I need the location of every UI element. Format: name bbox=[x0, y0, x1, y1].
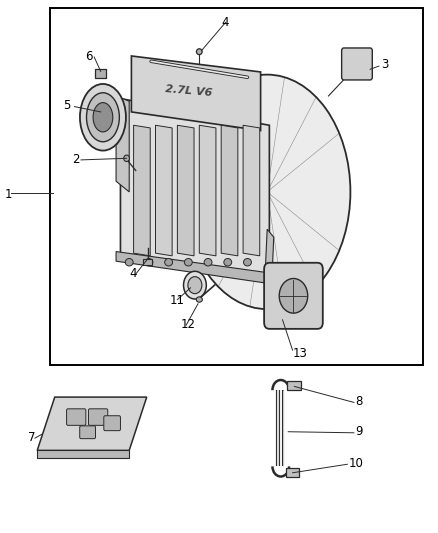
Ellipse shape bbox=[188, 277, 202, 294]
FancyBboxPatch shape bbox=[88, 409, 108, 425]
Text: 2: 2 bbox=[72, 152, 80, 166]
Polygon shape bbox=[134, 125, 150, 256]
FancyBboxPatch shape bbox=[143, 259, 152, 265]
Ellipse shape bbox=[165, 259, 173, 266]
Ellipse shape bbox=[86, 93, 119, 142]
Text: 12: 12 bbox=[181, 318, 196, 331]
Polygon shape bbox=[155, 125, 172, 256]
Polygon shape bbox=[221, 125, 238, 256]
Text: 9: 9 bbox=[355, 425, 362, 439]
Ellipse shape bbox=[145, 259, 153, 266]
Text: 13: 13 bbox=[293, 347, 307, 360]
Text: 11: 11 bbox=[170, 294, 185, 307]
FancyBboxPatch shape bbox=[80, 426, 95, 439]
Polygon shape bbox=[120, 99, 269, 280]
Text: 6: 6 bbox=[85, 50, 93, 63]
Ellipse shape bbox=[125, 259, 133, 266]
Ellipse shape bbox=[204, 259, 212, 266]
FancyBboxPatch shape bbox=[104, 416, 120, 431]
FancyBboxPatch shape bbox=[67, 409, 86, 425]
Ellipse shape bbox=[184, 75, 350, 309]
Polygon shape bbox=[116, 96, 129, 192]
Ellipse shape bbox=[279, 278, 308, 313]
Text: 8: 8 bbox=[355, 395, 362, 408]
Ellipse shape bbox=[124, 155, 130, 161]
Text: 1: 1 bbox=[4, 188, 12, 201]
Ellipse shape bbox=[80, 84, 126, 150]
Text: 3: 3 bbox=[381, 58, 389, 71]
Polygon shape bbox=[116, 252, 269, 284]
FancyBboxPatch shape bbox=[287, 381, 301, 390]
FancyBboxPatch shape bbox=[264, 263, 323, 329]
Text: 4: 4 bbox=[129, 267, 137, 280]
Text: 5: 5 bbox=[64, 99, 71, 112]
Ellipse shape bbox=[93, 102, 113, 132]
Polygon shape bbox=[37, 397, 147, 450]
FancyBboxPatch shape bbox=[95, 69, 106, 78]
Ellipse shape bbox=[184, 271, 206, 299]
Polygon shape bbox=[243, 125, 260, 256]
Text: 2.7L V6: 2.7L V6 bbox=[164, 84, 212, 98]
Polygon shape bbox=[265, 229, 274, 288]
FancyBboxPatch shape bbox=[342, 48, 372, 80]
FancyBboxPatch shape bbox=[286, 468, 299, 477]
Ellipse shape bbox=[244, 259, 251, 266]
Polygon shape bbox=[131, 56, 261, 131]
Ellipse shape bbox=[196, 297, 202, 302]
Bar bbox=[50, 8, 423, 365]
Ellipse shape bbox=[196, 49, 202, 54]
Ellipse shape bbox=[224, 259, 232, 266]
Polygon shape bbox=[37, 450, 129, 458]
Ellipse shape bbox=[184, 259, 192, 266]
Polygon shape bbox=[177, 125, 194, 256]
Polygon shape bbox=[199, 125, 216, 256]
Text: 7: 7 bbox=[28, 431, 35, 445]
Text: 4: 4 bbox=[221, 15, 229, 29]
Text: 10: 10 bbox=[348, 457, 363, 470]
